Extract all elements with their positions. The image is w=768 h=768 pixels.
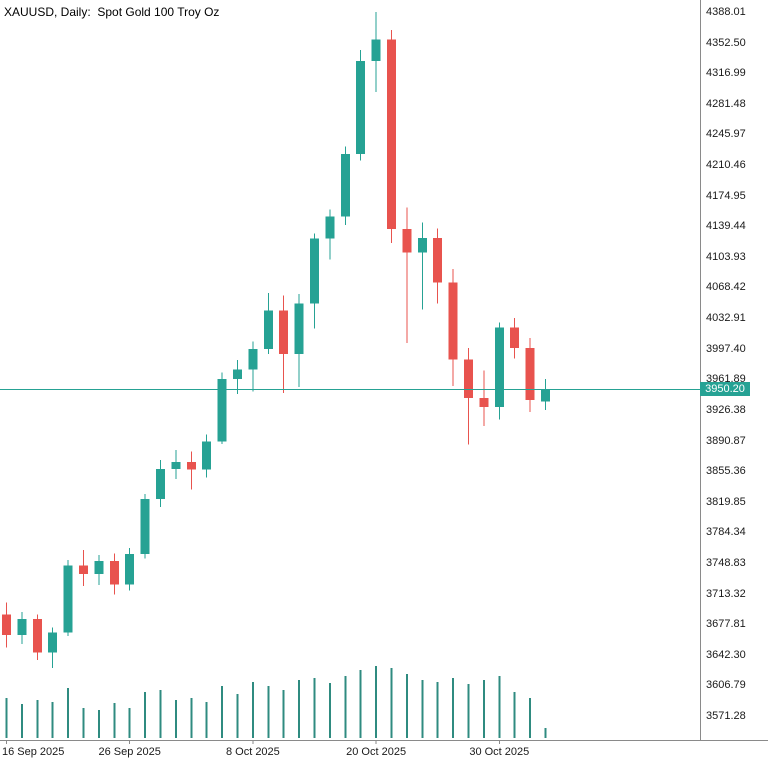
candle xyxy=(48,627,58,668)
price-axis-label: 3571.28 xyxy=(706,710,746,722)
candle xyxy=(2,602,11,648)
time-axis-label: 8 Oct 2025 xyxy=(225,746,280,758)
price-axis-label: 4245.97 xyxy=(706,128,746,141)
price-axis-label: 4139.44 xyxy=(706,220,746,233)
candle xyxy=(109,553,119,595)
candle xyxy=(140,493,150,559)
price-axis-label: 3748.83 xyxy=(706,556,746,569)
price-axis-label: 4068.42 xyxy=(706,281,746,294)
candle xyxy=(279,295,289,394)
price-axis[interactable]: 4388.01 4352.50 4316.99 4281.48 4245.97 4210.… xyxy=(700,0,768,740)
price-axis-label: 4103.93 xyxy=(706,250,746,263)
candle xyxy=(371,12,381,93)
candle xyxy=(525,337,535,412)
candle xyxy=(402,207,412,344)
candle xyxy=(417,222,427,310)
candle xyxy=(448,268,458,387)
candle xyxy=(202,434,212,478)
candle xyxy=(171,449,181,480)
price-axis-label: 3784.34 xyxy=(706,526,746,539)
candle xyxy=(325,209,335,260)
price-axis-label: 4352.50 xyxy=(706,36,746,49)
candle xyxy=(510,318,520,359)
candle xyxy=(233,360,242,394)
candle xyxy=(79,549,88,587)
candle xyxy=(387,30,396,244)
candle xyxy=(63,560,73,637)
time-axis-label: 26 Sep 2025 xyxy=(98,746,161,758)
price-axis-label: 3819.85 xyxy=(706,495,746,508)
candle xyxy=(464,348,473,445)
time-axis-label: 30 Oct 2025 xyxy=(469,746,530,758)
price-axis-label: 3890.87 xyxy=(706,434,746,447)
candle xyxy=(433,228,443,304)
candle xyxy=(248,341,258,392)
time-axis-label: 16 Sep 2025 xyxy=(2,746,65,758)
candle xyxy=(263,293,273,355)
price-axis-label: 3677.81 xyxy=(706,618,746,631)
price-axis-label: 3642.30 xyxy=(706,648,746,661)
candle xyxy=(294,293,304,387)
price-axis-label: 3606.79 xyxy=(706,679,746,692)
price-axis-label: 3926.38 xyxy=(706,403,746,416)
candle xyxy=(479,370,489,426)
candle xyxy=(186,451,196,490)
price-axis-label: 4316.99 xyxy=(706,67,746,80)
time-axis-label: 20 Oct 2025 xyxy=(346,746,407,758)
candle xyxy=(125,548,135,591)
chart-title: XAUUSD, Daily: Spot Gold 100 Troy Oz xyxy=(4,5,220,19)
candle xyxy=(340,146,350,225)
price-axis-label: 3997.40 xyxy=(706,342,746,355)
time-axis[interactable]: 16 Sep 2025 26 Sep 2025 8 Oct 2025 20 Oct 2… xyxy=(0,741,768,768)
candle xyxy=(310,233,319,329)
candle xyxy=(17,611,27,644)
candle xyxy=(494,322,504,420)
price-axis-label: 4210.46 xyxy=(706,159,746,172)
price-axis-label: 3855.36 xyxy=(706,465,746,478)
candle xyxy=(156,460,165,507)
candle xyxy=(541,379,550,411)
price-axis-label: 4174.95 xyxy=(706,189,746,202)
price-axis-label: 4032.91 xyxy=(706,312,746,325)
candle xyxy=(32,614,42,661)
price-axis-label: 3713.32 xyxy=(706,587,746,600)
candle xyxy=(356,49,366,161)
current-price-badge: 3950.20 xyxy=(700,382,750,397)
candle xyxy=(217,372,227,444)
candle xyxy=(94,555,104,586)
price-axis-label: 4388.01 xyxy=(706,6,746,18)
price-axis-label: 4281.48 xyxy=(706,97,746,110)
price-axis-label: 3961.89 xyxy=(706,373,746,386)
